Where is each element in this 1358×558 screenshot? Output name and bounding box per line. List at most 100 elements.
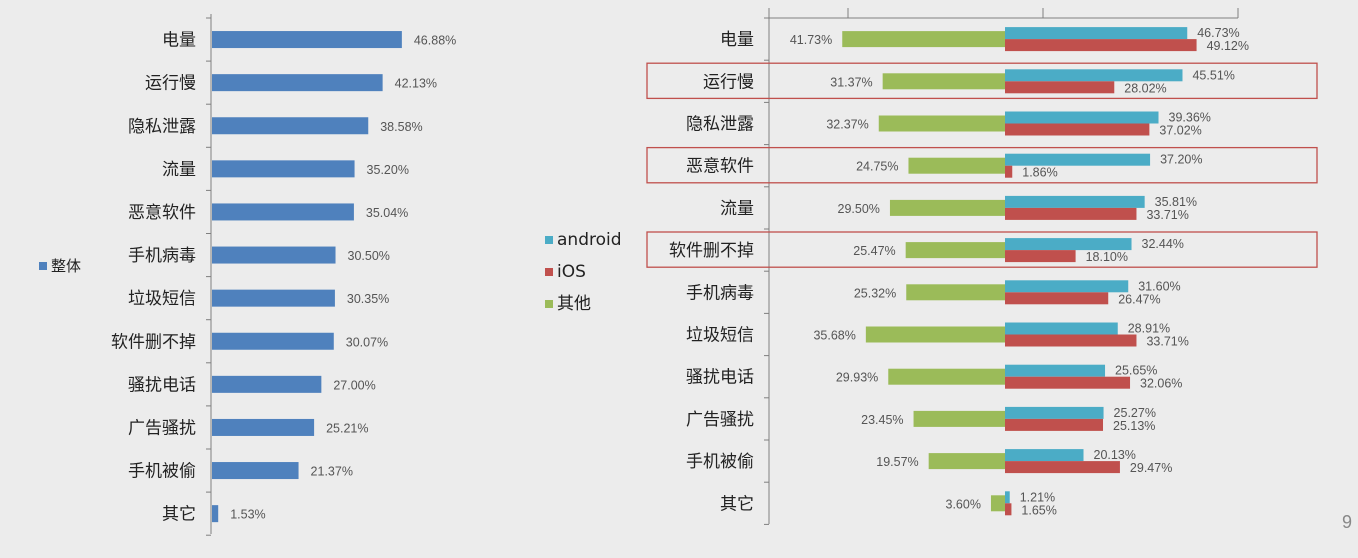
android-bar (1005, 153, 1151, 166)
left-bar (212, 117, 369, 135)
other-value-label: 19.57% (876, 455, 918, 469)
right-category-label: 运行慢 (703, 71, 754, 92)
android-bar (1005, 449, 1084, 462)
android-bar (1005, 195, 1145, 208)
left-value-label: 38.58% (380, 120, 422, 134)
legend-other-label: 其他 (557, 294, 591, 314)
other-value-label: 29.50% (838, 202, 880, 216)
ios-bar (1005, 123, 1150, 136)
other-bar (865, 326, 1005, 343)
highlight-box (646, 231, 1318, 268)
other-bar (882, 73, 1005, 90)
other-bar (908, 157, 1005, 174)
legend-swatch-overall (39, 262, 47, 270)
right-category-label: 垃圾短信 (686, 326, 754, 346)
right-category-label: 流量 (720, 199, 754, 219)
android-value-label: 1.21% (1020, 490, 1055, 504)
left-bar (212, 505, 219, 523)
left-bar (212, 31, 402, 49)
left-value-label: 46.88% (414, 34, 456, 48)
left-category-label: 其它 (162, 505, 196, 525)
android-value-label: 37.20% (1160, 153, 1202, 167)
left-value-label: 1.53% (230, 508, 265, 522)
left-category-label: 软件删不掉 (111, 332, 196, 352)
android-bar (1005, 491, 1010, 504)
other-value-label: 29.93% (836, 371, 878, 385)
ios-bar (1005, 418, 1104, 431)
ios-value-label: 25.13% (1113, 419, 1155, 433)
ios-value-label: 1.65% (1021, 503, 1056, 517)
android-value-label: 28.91% (1128, 322, 1170, 336)
other-bar (990, 495, 1005, 512)
left-bar (212, 462, 299, 480)
android-value-label: 46.73% (1197, 26, 1239, 40)
ios-value-label: 33.71% (1146, 335, 1188, 349)
legend-android-swatch (545, 236, 553, 244)
ios-bar (1005, 165, 1013, 178)
legend-other-swatch (545, 300, 553, 308)
ios-value-label: 37.02% (1159, 124, 1201, 138)
android-bar (1005, 364, 1106, 377)
other-bar (913, 410, 1005, 427)
right-category-label: 恶意软件 (686, 157, 754, 177)
other-value-label: 41.73% (790, 33, 832, 47)
ios-value-label: 32.06% (1140, 377, 1182, 391)
other-bar (889, 199, 1005, 216)
right-category-label: 其它 (720, 494, 754, 514)
left-bar (212, 418, 315, 436)
left-category-label: 恶意软件 (128, 203, 196, 223)
android-value-label: 45.51% (1192, 68, 1234, 82)
left-category-label: 电量 (162, 31, 196, 51)
left-bar (212, 246, 336, 264)
left-category-label: 广告骚扰 (128, 418, 196, 438)
other-bar (928, 453, 1005, 470)
other-value-label: 24.75% (856, 160, 898, 174)
left-category-label: 手机被偷 (128, 462, 196, 482)
ios-bar (1005, 250, 1076, 263)
ios-value-label: 26.47% (1118, 292, 1160, 306)
other-value-label: 3.60% (946, 497, 981, 511)
ios-value-label: 18.10% (1086, 250, 1128, 264)
left-bar (212, 332, 334, 350)
left-bar (212, 289, 335, 307)
ios-value-label: 33.71% (1146, 208, 1188, 222)
left-bar (212, 74, 383, 92)
android-value-label: 25.27% (1114, 406, 1156, 420)
other-bar (878, 115, 1005, 132)
android-bar (1005, 111, 1159, 124)
ios-value-label: 1.86% (1022, 166, 1057, 180)
left-category-label: 垃圾短信 (128, 289, 196, 309)
right-category-label: 隐私泄露 (686, 115, 754, 135)
highlight-box (646, 62, 1318, 100)
ios-bar (1005, 207, 1137, 220)
android-bar (1005, 406, 1104, 419)
left-value-label: 35.20% (367, 163, 409, 177)
left-value-label: 30.07% (346, 335, 388, 349)
right-category-label: 电量 (720, 30, 754, 50)
ios-bar (1005, 292, 1109, 305)
highlight-box (646, 146, 1318, 184)
android-value-label: 25.65% (1115, 364, 1157, 378)
right-category-label: 手机病毒 (686, 283, 754, 303)
other-bar (906, 284, 1005, 301)
other-value-label: 23.45% (861, 413, 903, 427)
ios-bar (1005, 503, 1012, 516)
android-value-label: 35.81% (1155, 195, 1197, 209)
right-category-label: 手机被偷 (686, 452, 754, 472)
left-value-label: 30.35% (347, 292, 389, 306)
ios-value-label: 49.12% (1207, 39, 1249, 53)
ios-bar (1005, 376, 1131, 389)
right-category-label: 软件删不掉 (669, 241, 754, 261)
right-category-label: 广告骚扰 (686, 410, 754, 430)
other-value-label: 32.37% (826, 118, 868, 132)
legend-ios-swatch (545, 268, 553, 276)
left-value-label: 27.00% (333, 378, 375, 392)
left-category-label: 隐私泄露 (128, 117, 196, 137)
android-value-label: 32.44% (1142, 237, 1184, 251)
ios-bar (1005, 461, 1120, 474)
left-category-label: 流量 (162, 160, 196, 180)
android-value-label: 20.13% (1094, 448, 1136, 462)
android-bar (1005, 69, 1183, 82)
